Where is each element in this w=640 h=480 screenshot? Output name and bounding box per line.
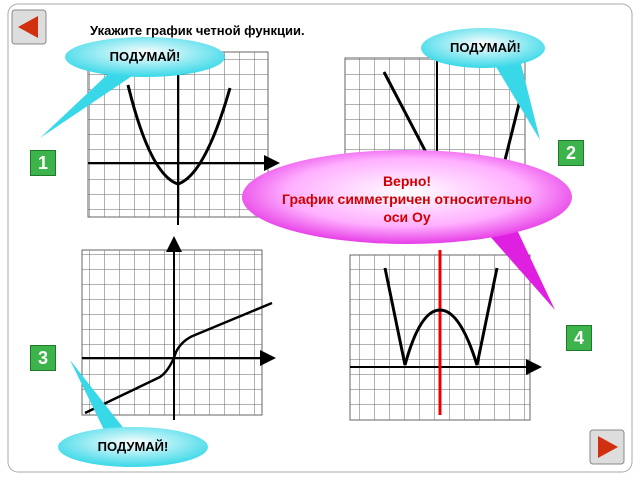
hint-text: ПОДУМАЙ! [97, 439, 169, 454]
feedback-bubble [242, 150, 572, 244]
option-button[interactable]: 2 [558, 140, 584, 166]
hint-bubble [421, 28, 545, 68]
feedback-tail [480, 215, 555, 310]
hint-tail [40, 72, 135, 138]
hint-bubble [58, 427, 208, 467]
feedback-body: График симметричен относительно оси Оу [282, 191, 532, 225]
graph-3 [81, 236, 276, 420]
prev-button[interactable] [11, 9, 47, 45]
hint-tail [495, 60, 540, 140]
option-button[interactable]: 3 [30, 345, 56, 371]
hint-tail [70, 360, 125, 432]
hint-text: ПОДУМАЙ! [450, 40, 521, 55]
question-title: Укажите график четной функции. [90, 23, 305, 38]
feedback-text: Верно! График симметричен относительно о… [272, 172, 542, 226]
option-button[interactable]: 1 [30, 150, 56, 176]
graph-4 [349, 250, 542, 421]
feedback-title: Верно! [382, 173, 432, 189]
next-button[interactable] [589, 429, 625, 465]
hint-text: ПОДУМАЙ! [109, 49, 181, 64]
option-button[interactable]: 4 [566, 325, 592, 351]
hint-bubble [65, 37, 225, 77]
